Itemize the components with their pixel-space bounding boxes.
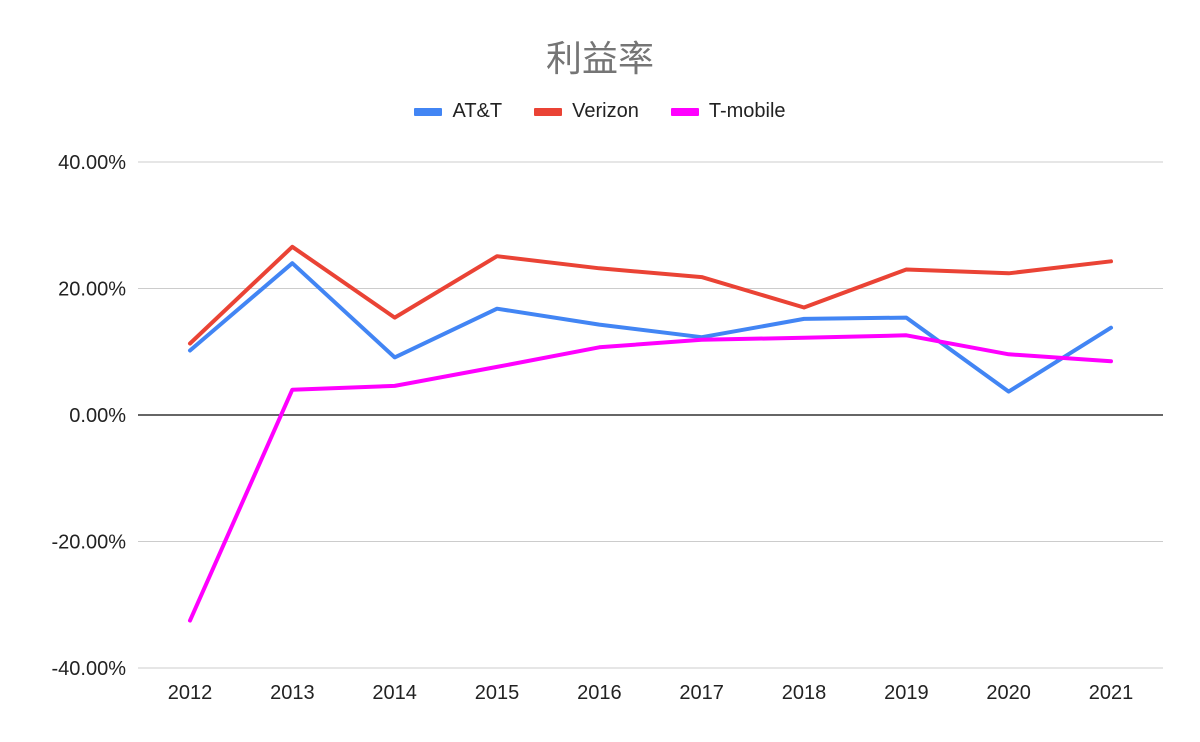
legend-swatch (670, 107, 699, 116)
x-tick-label: 2014 (372, 682, 417, 704)
y-tick-label: 40.00% (58, 152, 126, 174)
legend-item-1: Verizon (534, 100, 639, 123)
series-line-at-t (188, 261, 1113, 394)
y-tick-label: -20.00% (52, 532, 127, 554)
legend-swatch (534, 107, 563, 116)
legend-swatch (414, 107, 443, 116)
legend-item-0: AT&T (414, 100, 502, 123)
x-tick-label: 2017 (679, 682, 724, 704)
x-tick-label: 2020 (986, 682, 1031, 704)
x-tick-label: 2021 (1089, 682, 1134, 704)
series-line-t-mobile (188, 333, 1113, 623)
x-tick-label: 2016 (577, 682, 622, 704)
y-axis-ticks: 40.00% 20.00% 0.00% -20.00% -40.00% (52, 152, 127, 680)
y-tick-label: 0.00% (69, 405, 126, 427)
series-line-verizon (188, 244, 1113, 346)
legend-item-2: T-mobile (670, 100, 786, 123)
legend-label: T-mobile (708, 100, 786, 122)
legend: AT&T Verizon T-mobile (0, 100, 1200, 123)
legend-label: AT&T (452, 100, 503, 122)
y-tick-label: 20.00% (58, 279, 126, 301)
x-tick-label: 2019 (884, 682, 929, 704)
x-tick-label: 2013 (270, 682, 315, 704)
gridlines (138, 161, 1163, 669)
legend-label: Verizon (572, 100, 639, 122)
x-tick-label: 2012 (168, 682, 213, 704)
x-tick-label: 2018 (782, 682, 827, 704)
x-tick-label: 2015 (475, 682, 520, 704)
y-tick-label: -40.00% (52, 658, 127, 680)
chart-title: 利益率 (545, 39, 654, 80)
x-axis-ticks: 2012 2013 2014 2015 2016 2017 2018 2019 2020 2021 (168, 682, 1134, 704)
series-lines (188, 244, 1113, 623)
